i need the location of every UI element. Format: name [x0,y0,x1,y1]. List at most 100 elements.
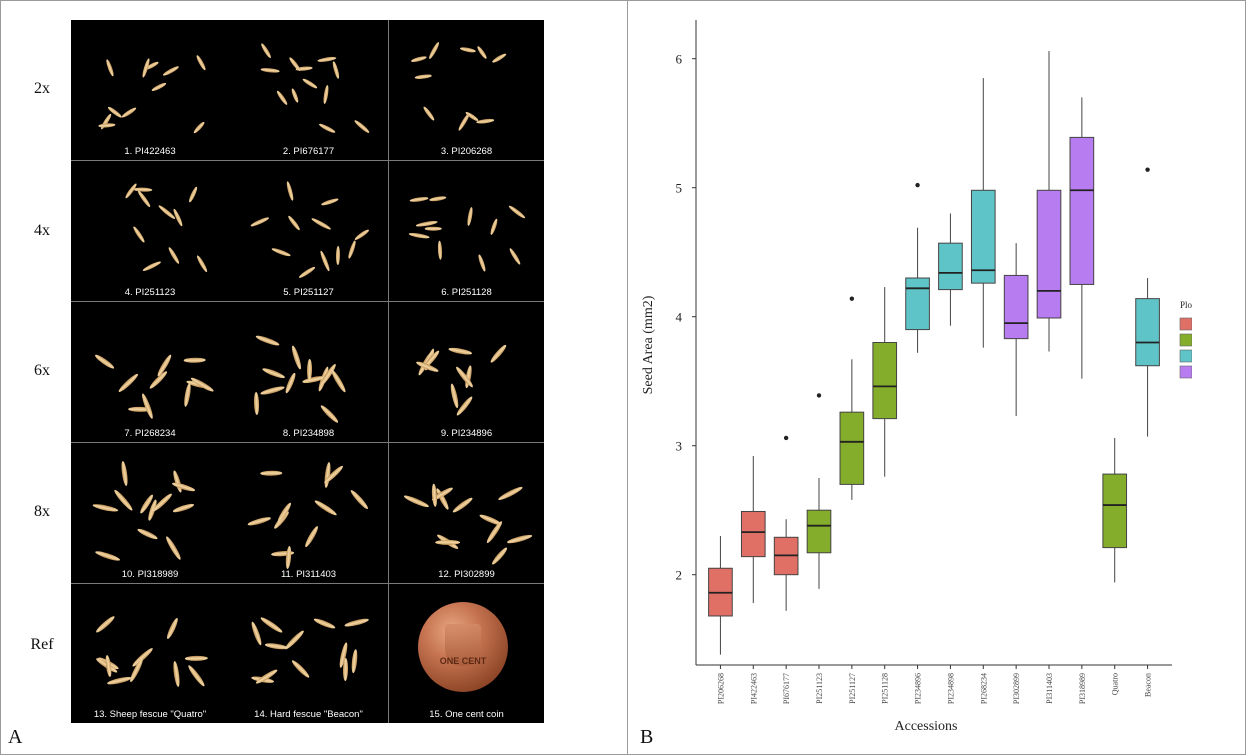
coin-lettering: ONE CENT [439,656,487,666]
cell-caption: 12. PI302899 [438,569,495,580]
seed-grain [171,469,183,493]
seed-grain [508,204,527,221]
outlier-point [915,182,920,188]
x-tick-label: PI318989 [1078,673,1087,704]
seed-grain [271,246,292,258]
grid-line-horizontal [71,583,544,584]
cell-caption: 1. PI422463 [124,146,176,157]
cell-caption: 2. PI676177 [282,146,335,157]
seed-grain [320,197,339,207]
seed-grain [167,246,181,266]
seed-grain [350,648,359,673]
seed-grain [409,195,429,203]
seed-grain [410,55,427,64]
box-PI251128 [872,342,898,420]
x-tick-label: Quatro [1111,673,1120,695]
box-PI302899 [1003,274,1029,340]
plot-area: 2 3 4 5 6 PI206268 PI422463 PI676177 PI251123 PI2… [676,20,1172,704]
seed-cell-3: 3. PI206268 [389,20,544,160]
box-PI234898 [938,242,963,291]
seed-cell-12: 12. PI302899 [389,443,544,583]
grid-line-vertical [388,20,389,723]
cell-caption: 5. PI251127 [283,287,334,298]
coin-shield [445,624,481,666]
legend-swatch-4X [1179,333,1192,347]
x-tick-label: PI311403 [1045,673,1054,704]
panel-a-label: A [8,726,23,748]
x-tick-label: PI234896 [914,673,923,704]
seed-grain [185,655,209,661]
seed-grain [508,247,523,266]
box-PI311403 [1036,189,1062,319]
seed-cell-2: 2. PI676177 [229,20,388,160]
x-tick-label: PI251128 [881,673,890,704]
seed-grain [331,60,341,80]
seed-grain [313,498,338,517]
seed-cell-8: 8. PI234898 [229,302,388,442]
seed-grain [94,614,117,635]
seed-grain [183,382,193,408]
seed-grain [250,620,264,647]
seed-grain [319,403,340,425]
cell-caption: 11. PI311403 [280,569,337,580]
seed-grain [286,215,301,232]
outlier-point [1145,167,1150,172]
outlier-point [816,393,822,398]
grid-line-horizontal [71,160,544,161]
seed-grain [120,106,137,120]
seed-grain [172,502,195,515]
grid-line-horizontal [71,442,544,443]
seed-grain [183,357,206,364]
x-tick-label: PI251127 [848,673,857,704]
seed-grain [343,617,370,629]
seed-cell-6: 6. PI251128 [389,161,544,301]
y-tick-label: 4 [676,310,683,325]
cell-caption: 3. PI206268 [440,146,493,157]
seed-grain [427,41,441,61]
seed-cell-1: 1. PI422463 [71,20,229,160]
seed-grain [253,391,260,415]
seed-grain [489,217,499,236]
box-PI251123 [806,509,832,554]
seed-grain [285,180,295,201]
seed-grain [192,121,207,136]
cell-caption: 8. PI234898 [282,428,335,439]
box-PI422463 [740,510,766,558]
x-tick-label: PI251123 [815,673,824,704]
x-axis-title: Accessions [895,719,958,734]
seed-grain [285,545,293,569]
seed-grain [130,646,154,669]
seed-grain [347,240,358,260]
seed-grain [258,615,284,635]
box-PI268234 [970,189,996,284]
seed-grain [283,372,297,395]
seed-grain [403,493,430,509]
row-label-ref: Ref [30,636,54,653]
seed-grain [92,502,119,513]
outlier-point [849,296,855,301]
box-PI234896 [905,277,930,331]
seed-grain [448,382,460,409]
x-tick-label: PI234898 [946,673,955,704]
row-label-4x: 4x [34,222,50,239]
panel-divider [627,0,628,755]
seed-grain [259,42,273,60]
seed-grain [247,515,273,527]
y-tick-label: 3 [676,439,683,454]
seed-grain [497,485,524,503]
seed-cell-4: 4. PI251123 [71,161,229,301]
seed-grain [250,216,270,228]
seed-cell-13: 13. Sheep fescue "Quatro" [71,584,229,723]
seed-grain [437,241,443,261]
seed-grain [475,118,495,125]
seed-grain [424,226,442,231]
seed-grain [506,532,534,545]
seed-grain [353,228,371,242]
seed-grain [310,216,332,231]
seed-grain [352,118,371,135]
seed-grain [489,342,509,364]
seed-grain [329,369,348,395]
cell-caption: 14. Hard fescue "Beacon" [254,709,363,720]
seed-grain [490,51,508,64]
seed-grain [413,73,432,80]
